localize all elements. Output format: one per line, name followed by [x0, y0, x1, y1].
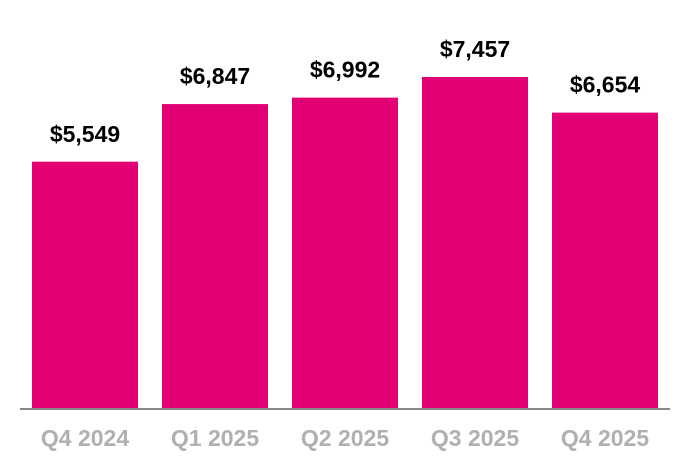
value-label: $7,457	[440, 36, 510, 62]
x-tick-label: Q2 2025	[301, 425, 389, 451]
x-tick-label: Q4 2024	[41, 425, 129, 451]
value-label: $6,992	[310, 57, 380, 83]
x-tick-label: Q3 2025	[431, 425, 519, 451]
value-label: $5,549	[50, 121, 120, 147]
x-tick-label: Q4 2025	[561, 425, 649, 451]
x-tick-label: Q1 2025	[171, 425, 259, 451]
bar	[292, 97, 398, 409]
value-label: $6,847	[180, 63, 250, 89]
bar	[422, 77, 528, 408]
value-label: $6,654	[570, 72, 641, 98]
bar	[162, 104, 268, 408]
bar	[32, 161, 138, 408]
bar	[552, 112, 658, 408]
